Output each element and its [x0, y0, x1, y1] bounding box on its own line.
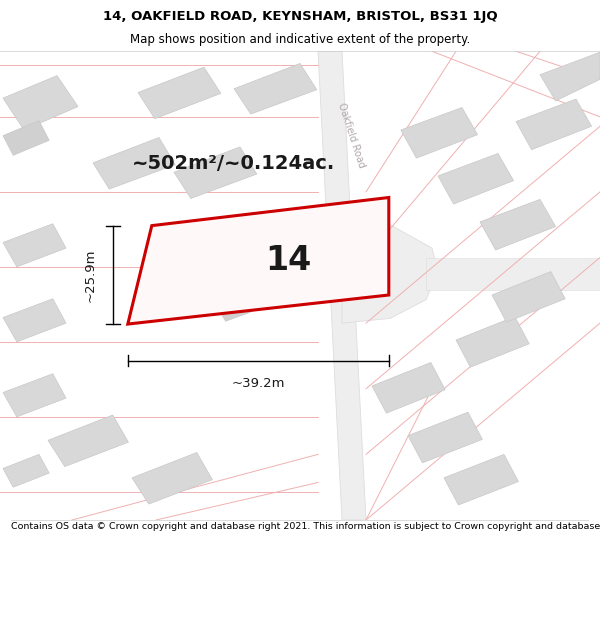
Polygon shape — [234, 63, 317, 114]
Polygon shape — [174, 147, 257, 199]
Polygon shape — [3, 299, 66, 342]
Polygon shape — [128, 198, 389, 324]
Polygon shape — [426, 258, 600, 290]
Text: 14, OAKFIELD ROAD, KEYNSHAM, BRISTOL, BS31 1JQ: 14, OAKFIELD ROAD, KEYNSHAM, BRISTOL, BS… — [103, 10, 497, 23]
Polygon shape — [318, 51, 366, 520]
Polygon shape — [3, 454, 49, 488]
Polygon shape — [438, 153, 514, 204]
Polygon shape — [186, 216, 264, 266]
Text: 14: 14 — [265, 244, 311, 277]
Text: Map shows position and indicative extent of the property.: Map shows position and indicative extent… — [130, 33, 470, 46]
Polygon shape — [210, 271, 289, 321]
Polygon shape — [93, 138, 175, 189]
Polygon shape — [444, 454, 518, 505]
Polygon shape — [132, 452, 212, 504]
Polygon shape — [342, 224, 438, 323]
Text: Oakfield Road: Oakfield Road — [336, 102, 366, 169]
Polygon shape — [516, 99, 592, 149]
Polygon shape — [480, 199, 556, 250]
Polygon shape — [540, 52, 600, 101]
Text: ~502m²/~0.124ac.: ~502m²/~0.124ac. — [133, 154, 335, 173]
Polygon shape — [492, 271, 565, 322]
Polygon shape — [138, 67, 221, 119]
Polygon shape — [456, 316, 529, 367]
Polygon shape — [372, 362, 445, 413]
Text: ~25.9m: ~25.9m — [83, 248, 97, 302]
Polygon shape — [3, 121, 49, 155]
Polygon shape — [3, 224, 66, 267]
Polygon shape — [3, 76, 78, 130]
Polygon shape — [401, 107, 478, 158]
Text: ~39.2m: ~39.2m — [232, 377, 285, 389]
Polygon shape — [48, 415, 128, 466]
Polygon shape — [3, 374, 66, 417]
Text: Contains OS data © Crown copyright and database right 2021. This information is : Contains OS data © Crown copyright and d… — [11, 522, 600, 531]
Polygon shape — [408, 412, 482, 462]
